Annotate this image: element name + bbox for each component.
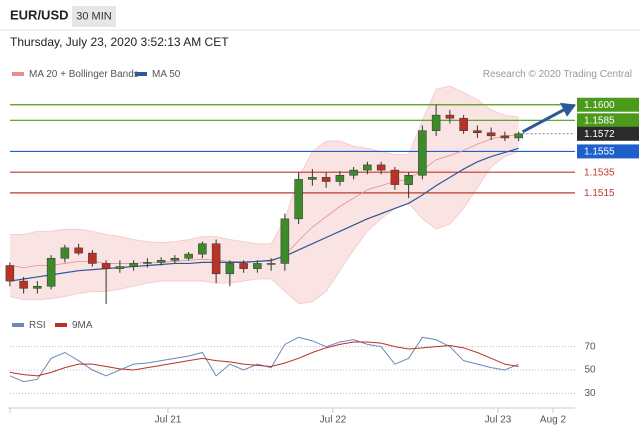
rsi-line — [9, 341, 519, 377]
legend-label: MA 50 — [152, 69, 181, 80]
candle-body — [253, 263, 262, 269]
candle-body — [459, 117, 468, 131]
candle-body — [170, 258, 180, 261]
candle-body — [5, 265, 15, 282]
candle-body — [46, 258, 56, 287]
candle-body — [431, 114, 441, 131]
interval[interactable]: 30 MIN — [76, 10, 112, 22]
x-tick-label: Aug 2 — [540, 415, 567, 426]
candle-body — [101, 263, 111, 269]
legend-swatch — [135, 72, 147, 76]
candle-body — [280, 218, 290, 264]
y-tick-label: 70 — [584, 341, 596, 352]
candle-body — [225, 263, 235, 275]
candle-body — [294, 179, 303, 220]
level-box — [577, 97, 639, 112]
level-box — [577, 126, 639, 141]
level-label: 1.1555 — [584, 147, 615, 158]
candle-body — [308, 177, 317, 180]
forecast-arrow — [521, 108, 565, 134]
legend-swatch — [55, 323, 67, 327]
candle-body — [473, 130, 482, 133]
candle-body — [363, 164, 372, 171]
candle-body — [376, 164, 386, 171]
candle-body — [418, 130, 427, 176]
level-label: 1.1572 — [584, 129, 615, 140]
candle-body — [335, 175, 345, 182]
candle-body — [445, 114, 455, 119]
band-upper — [9, 85, 519, 245]
level-label: 1.1600 — [584, 100, 615, 111]
legend-swatch — [12, 72, 24, 76]
datetime: Thursday, July 23, 2020 3:52:13 AM CET — [10, 35, 229, 49]
candle-body — [60, 247, 70, 259]
legend-label: RSI — [29, 320, 46, 331]
legend-swatch — [12, 323, 24, 327]
candle-body — [129, 263, 138, 267]
candle-body — [266, 263, 276, 265]
candle-body — [198, 243, 207, 255]
level-label: 1.1585 — [584, 115, 615, 126]
bollinger-band — [9, 86, 519, 304]
candle-body — [88, 252, 97, 264]
symbol: EUR/USD — [10, 7, 69, 22]
level-label: 1.1515 — [584, 188, 615, 199]
candle-body — [211, 243, 221, 275]
candle-body — [486, 132, 496, 137]
candle-body — [349, 169, 358, 176]
candle-body — [33, 286, 42, 289]
candle-body — [156, 260, 166, 263]
x-tick-label: Jul 23 — [485, 415, 512, 426]
candle-body — [143, 262, 152, 264]
x-tick-label: Jul 21 — [155, 415, 182, 426]
candle-body — [404, 175, 413, 185]
annotation: Research © 2020 Trading Central — [483, 69, 632, 80]
candle-body — [390, 169, 400, 185]
band-lower — [9, 151, 519, 305]
interval-button[interactable] — [72, 6, 116, 27]
x-tick-label: Jul 22 — [320, 415, 347, 426]
level-box — [577, 113, 639, 128]
legend-label: 9MA — [72, 320, 93, 331]
y-tick-label: 30 — [584, 388, 596, 399]
legend-label: MA 20 + Bollinger Bands — [29, 69, 139, 80]
candle-body — [239, 263, 248, 269]
candle-body — [115, 266, 125, 269]
candle-body — [19, 280, 28, 289]
candle-body — [184, 253, 193, 259]
candle-body — [74, 247, 83, 254]
level-label: 1.1535 — [584, 167, 615, 178]
y-tick-label: 50 — [584, 365, 596, 376]
rsi-line — [9, 336, 519, 383]
level-box — [577, 144, 639, 159]
candle-body — [514, 133, 523, 139]
forecast-arrowhead — [560, 102, 576, 117]
candle-body — [321, 177, 331, 182]
candle-body — [500, 135, 510, 139]
moving-average — [9, 147, 519, 282]
